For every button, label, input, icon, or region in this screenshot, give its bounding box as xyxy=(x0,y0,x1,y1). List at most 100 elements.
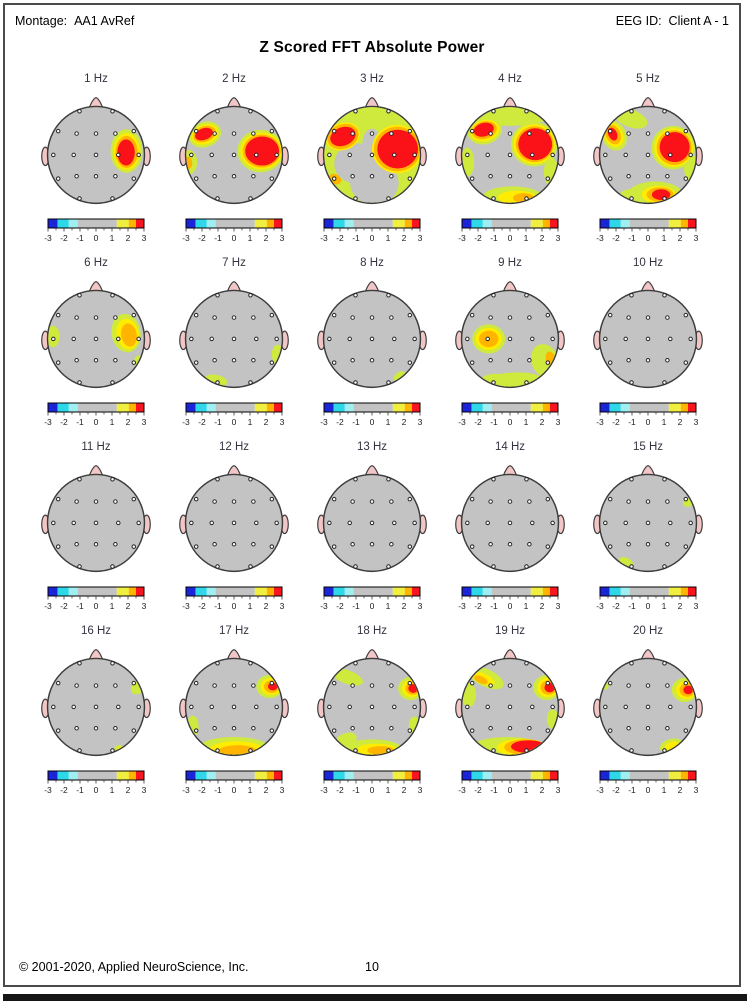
electrode-marker xyxy=(113,357,118,363)
svg-text:-3: -3 xyxy=(320,233,328,243)
electrode-marker xyxy=(369,173,375,179)
electrode-marker xyxy=(347,704,352,710)
svg-text:-1: -1 xyxy=(628,417,636,427)
svg-text:2: 2 xyxy=(678,417,683,427)
electrode-marker xyxy=(645,499,651,504)
svg-text:-1: -1 xyxy=(214,601,222,611)
z-score-colorbar: -3 -2 -1 0 1 2 3 xyxy=(320,402,423,427)
svg-text:1: 1 xyxy=(386,601,391,611)
svg-text:3: 3 xyxy=(142,601,147,611)
electrode-marker xyxy=(71,152,76,158)
electrode-marker xyxy=(683,544,689,549)
electrode-marker xyxy=(231,683,237,688)
z-score-colorbar: -3 -2 -1 0 1 2 3 xyxy=(596,586,699,611)
electrode-marker xyxy=(629,196,634,201)
electrode-marker xyxy=(469,496,475,502)
svg-text:-2: -2 xyxy=(612,417,620,427)
electrode-marker xyxy=(407,176,413,181)
electrode-marker xyxy=(386,477,391,482)
electrode-marker xyxy=(269,496,275,502)
electrode-marker xyxy=(407,680,413,686)
svg-text:0: 0 xyxy=(646,601,651,611)
electrode-marker xyxy=(392,520,397,526)
electrode-marker xyxy=(116,520,121,526)
electrode-marker xyxy=(683,360,689,365)
z-score-colorbar: -3 -2 -1 0 1 2 3 xyxy=(44,218,147,243)
electrode-marker xyxy=(193,312,199,318)
electrode-marker xyxy=(274,704,279,710)
electrode-marker xyxy=(507,315,513,320)
electrode-marker xyxy=(93,336,99,342)
z-score-colorbar: -3 -2 -1 0 1 2 3 xyxy=(596,770,699,795)
map-cell-4hz: 4 Hz -3 -2 -1 0 1 2 3 xyxy=(441,73,579,243)
map-frequency-label: 5 Hz xyxy=(636,73,660,85)
svg-text:2: 2 xyxy=(126,785,131,795)
svg-text:-3: -3 xyxy=(44,417,52,427)
map-cell-10hz: 10 Hz -3 -2 -1 0 1 2 3 xyxy=(579,257,717,427)
map-frequency-label: 4 Hz xyxy=(498,73,522,85)
svg-text:2: 2 xyxy=(402,417,407,427)
electrode-marker xyxy=(389,683,394,688)
electrode-marker xyxy=(507,725,513,731)
svg-text:-1: -1 xyxy=(490,417,498,427)
electrode-marker xyxy=(485,520,490,526)
electrode-marker xyxy=(93,131,99,136)
electrode-marker xyxy=(215,477,220,482)
electrode-marker xyxy=(77,196,82,201)
topomap-17hz xyxy=(179,649,289,757)
svg-text:-2: -2 xyxy=(612,233,620,243)
z-score-colorbar: -3 -2 -1 0 1 2 3 xyxy=(182,586,285,611)
electrode-marker xyxy=(665,173,670,179)
svg-text:0: 0 xyxy=(232,785,237,795)
electrode-marker xyxy=(193,496,199,502)
topomap-grid: 1 Hz -3 -2 -1 0 1 2 3 2 Hz -3 -2 -1 0 1 2 3 3 Hz -3 -2 -1 0 1… xyxy=(5,73,739,795)
nose xyxy=(640,649,656,661)
report-header: Montage: AA1 AvRef EEG ID: Client A - 1 xyxy=(5,5,739,28)
electrode-marker xyxy=(353,748,358,753)
electrode-marker xyxy=(369,725,375,731)
map-cell-7hz: 7 Hz -3 -2 -1 0 1 2 3 xyxy=(165,257,303,427)
electrode-marker xyxy=(215,564,220,569)
nose xyxy=(364,649,380,661)
electrode-marker xyxy=(212,357,217,363)
map-cell-2hz: 2 Hz -3 -2 -1 0 1 2 3 xyxy=(165,73,303,243)
svg-text:1: 1 xyxy=(110,417,115,427)
electrode-marker xyxy=(389,725,394,731)
electrode-marker xyxy=(665,357,670,363)
map-frequency-label: 3 Hz xyxy=(360,73,384,85)
electrode-marker xyxy=(527,541,532,547)
electrode-marker xyxy=(527,173,532,179)
svg-text:2: 2 xyxy=(264,417,269,427)
electrode-marker xyxy=(488,683,493,688)
electrode-marker xyxy=(645,704,651,710)
electrode-marker xyxy=(189,152,194,158)
electrode-marker xyxy=(327,152,332,158)
electrode-marker xyxy=(136,704,141,710)
electrode-marker xyxy=(212,725,217,731)
electrode-marker xyxy=(491,661,496,666)
svg-text:1: 1 xyxy=(662,233,667,243)
electrode-marker xyxy=(507,131,513,136)
electrode-marker xyxy=(369,131,375,136)
electrode-marker xyxy=(662,564,667,569)
electrode-marker xyxy=(215,748,220,753)
map-cell-5hz: 5 Hz -3 -2 -1 0 1 2 3 xyxy=(579,73,717,243)
electrode-marker xyxy=(74,357,79,363)
electrode-marker xyxy=(116,152,121,158)
electrode-marker xyxy=(113,131,118,136)
electrode-marker xyxy=(527,315,532,320)
electrode-marker xyxy=(412,152,417,158)
svg-text:2: 2 xyxy=(402,785,407,795)
electrode-marker xyxy=(645,131,651,136)
svg-text:2: 2 xyxy=(402,233,407,243)
z-score-colorbar: -3 -2 -1 0 1 2 3 xyxy=(320,770,423,795)
electrode-marker xyxy=(131,176,137,181)
electrode-marker xyxy=(251,173,256,179)
electrode-marker xyxy=(113,541,118,547)
electrode-marker xyxy=(662,196,667,201)
electrode-marker xyxy=(469,360,475,365)
page-number: 10 xyxy=(365,960,379,974)
electrode-marker xyxy=(507,704,513,710)
electrode-marker xyxy=(369,315,375,320)
svg-text:2: 2 xyxy=(126,417,131,427)
